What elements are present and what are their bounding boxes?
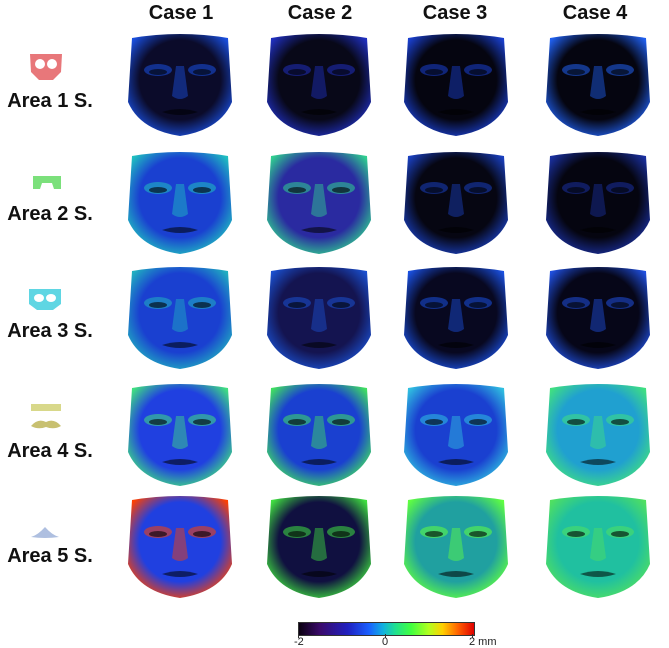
color-scale-bar xyxy=(298,622,475,636)
face-map-area-1-case-1 xyxy=(128,34,232,136)
face-map-area-5-case-3 xyxy=(404,496,508,598)
mask-area-2-icon xyxy=(33,176,61,189)
column-header-case-1: Case 1 xyxy=(148,2,214,24)
face-map-area-4-case-2 xyxy=(267,384,371,486)
row-label-area-1: Area 1 S. xyxy=(7,90,93,112)
face-map-area-2-case-4 xyxy=(546,152,650,254)
column-header-case-3: Case 3 xyxy=(422,2,488,24)
face-map-area-3-case-1 xyxy=(128,267,232,369)
column-header-case-4: Case 4 xyxy=(562,2,628,24)
face-map-area-1-case-2 xyxy=(267,34,371,136)
face-map-area-1-case-4 xyxy=(546,34,650,136)
colorbar-min-label: -2 xyxy=(294,636,304,648)
colorbar-mid-label: 0 xyxy=(382,636,389,648)
face-map-area-3-case-4 xyxy=(546,267,650,369)
face-map-area-2-case-1 xyxy=(128,152,232,254)
face-map-area-2-case-3 xyxy=(404,152,508,254)
colorbar-max-label: 2 mm xyxy=(469,636,497,648)
face-map-area-5-case-1 xyxy=(128,496,232,598)
row-label-area-5: Area 5 S. xyxy=(7,545,93,567)
row-label-area-2: Area 2 S. xyxy=(7,203,93,225)
face-map-area-4-case-4 xyxy=(546,384,650,486)
face-map-area-4-case-1 xyxy=(128,384,232,486)
row-label-area-3: Area 3 S. xyxy=(7,320,93,342)
mask-area-5-icon xyxy=(31,527,59,538)
row-label-area-4: Area 4 S. xyxy=(7,440,93,462)
face-map-area-3-case-2 xyxy=(267,267,371,369)
face-map-area-4-case-3 xyxy=(404,384,508,486)
mask-area-1-icon xyxy=(30,54,62,80)
mask-area-4-icon xyxy=(31,404,61,429)
face-map-area-5-case-2 xyxy=(267,496,371,598)
mask-area-3-icon xyxy=(29,289,61,310)
face-map-area-2-case-2 xyxy=(267,152,371,254)
face-map-area-1-case-3 xyxy=(404,34,508,136)
face-map-area-3-case-3 xyxy=(404,267,508,369)
face-map-area-5-case-4 xyxy=(546,496,650,598)
column-header-case-2: Case 2 xyxy=(287,2,353,24)
